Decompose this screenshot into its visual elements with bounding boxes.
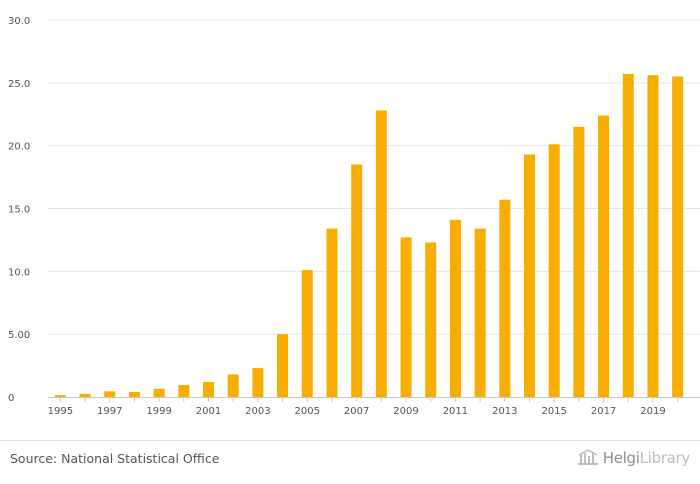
bar-1997[interactable] [104, 391, 116, 397]
y-tick-label: 30.0 [8, 16, 30, 27]
bar-2013[interactable] [499, 199, 511, 397]
x-tick-label: 2011 [443, 406, 468, 417]
y-tick-label: 25.0 [8, 79, 30, 90]
y-tick-label: 15.0 [8, 205, 30, 216]
x-tick-label: 2005 [295, 406, 320, 417]
x-axis-ticks: 1995 1997 1999 2001 2003 2005 2007 2009 2011 2013… [48, 397, 679, 417]
brand-logo[interactable]: Helgi Library [577, 449, 690, 467]
x-tick-label: 2015 [541, 406, 566, 417]
bar-chart: 0 5.00 10.0 15.0 20.0 25.0 30.0 1995 1997 1999 20… [8, 16, 700, 417]
bar-2002[interactable] [227, 374, 239, 397]
bar-1998[interactable] [128, 391, 140, 397]
y-tick-label: 20.0 [8, 142, 30, 153]
bars [54, 74, 684, 398]
bar-2016[interactable] [573, 126, 585, 397]
y-tick-label: 10.0 [8, 267, 30, 278]
brand-name-part2: Library [639, 449, 691, 467]
y-axis-ticks: 0 5.00 10.0 15.0 20.0 25.0 30.0 [8, 16, 30, 404]
bar-2018[interactable] [622, 74, 634, 397]
bar-2012[interactable] [474, 228, 486, 397]
x-tick-label: 1997 [97, 406, 122, 417]
bar-2000[interactable] [178, 385, 190, 397]
grid-lines [48, 19, 700, 335]
bar-1999[interactable] [153, 388, 165, 397]
bar-2020[interactable] [672, 76, 684, 398]
bar-2011[interactable] [449, 219, 461, 397]
bar-1996[interactable] [79, 393, 91, 397]
bar-2015[interactable] [548, 144, 560, 397]
bar-2004[interactable] [277, 334, 289, 397]
bar-2008[interactable] [375, 110, 387, 397]
x-tick-label: 1995 [48, 406, 73, 417]
x-tick-label: 2003 [245, 406, 270, 417]
bar-2017[interactable] [598, 115, 610, 397]
chart-footer: Source: National Statistical Office Helg… [0, 440, 700, 484]
bar-2003[interactable] [252, 368, 264, 397]
bar-2007[interactable] [351, 164, 363, 397]
bar-2006[interactable] [326, 228, 338, 397]
library-icon [577, 449, 598, 465]
y-tick-label: 5.00 [8, 330, 30, 341]
bar-1995[interactable] [54, 395, 66, 397]
bar-2019[interactable] [647, 75, 659, 397]
x-tick-label: 2013 [492, 406, 517, 417]
x-tick-label: 1999 [146, 406, 171, 417]
bar-2009[interactable] [400, 237, 412, 397]
brand-name-part1: Helgi [602, 449, 640, 467]
bar-2010[interactable] [425, 242, 437, 397]
bar-2005[interactable] [301, 270, 313, 397]
bar-2014[interactable] [524, 154, 535, 397]
x-tick-label: 2017 [591, 406, 616, 417]
x-tick-label: 2009 [393, 406, 418, 417]
bar-2001[interactable] [203, 381, 214, 397]
x-tick-label: 2007 [344, 406, 369, 417]
y-tick-label: 0 [8, 393, 14, 404]
x-tick-label: 2001 [196, 406, 221, 417]
x-tick-label: 2019 [640, 406, 665, 417]
source-note: Source: National Statistical Office [10, 451, 220, 466]
